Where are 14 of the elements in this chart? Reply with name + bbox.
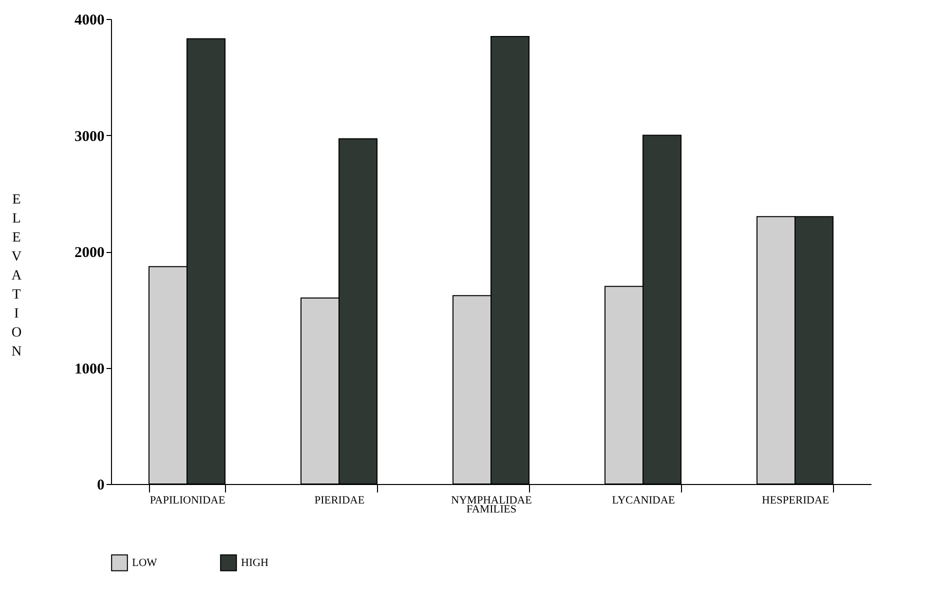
x-tick-label: PAPILIONIDAE (150, 494, 226, 506)
legend-label: LOW (132, 556, 158, 569)
y-tick-label: 3000 (74, 128, 104, 145)
x-tick-label: PIERIDAE (314, 494, 365, 506)
y-tick-label: 0 (97, 478, 104, 494)
x-tick-label: LYCANIDAE (612, 494, 676, 506)
text: ELEVATION (11, 192, 22, 360)
y-tick-label: 4000 (74, 12, 104, 28)
x-tick-label: NYMPHALIDAE (451, 494, 532, 506)
y-tick-label: 1000 (74, 361, 104, 378)
y-tick-label: 2000 (74, 245, 104, 261)
x-tick-label: HESPERIDAE (762, 494, 830, 506)
x-axis-title: FAMILIES (466, 504, 516, 516)
legend-label: HIGH (241, 556, 269, 569)
